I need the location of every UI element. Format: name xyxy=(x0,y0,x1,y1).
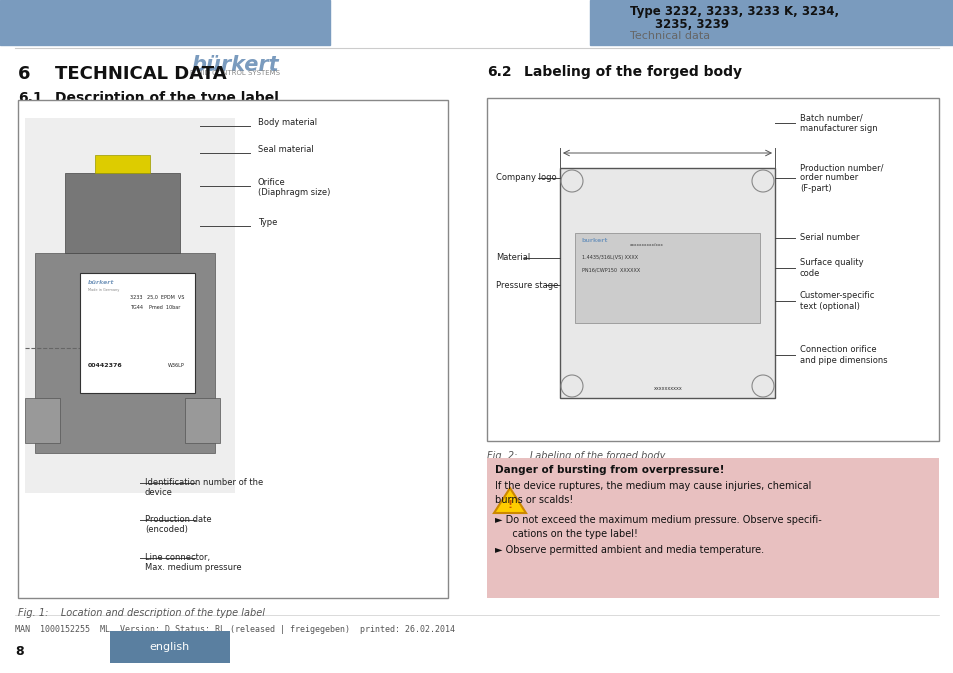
Bar xyxy=(95,155,150,173)
Polygon shape xyxy=(494,488,525,513)
Text: Technical data: Technical data xyxy=(629,31,709,41)
Text: Production number/
order number
(F-part): Production number/ order number (F-part) xyxy=(800,163,882,193)
Text: Type 3232, 3233, 3233 K, 3234,: Type 3232, 3233, 3233 K, 3234, xyxy=(629,5,839,18)
Bar xyxy=(110,631,230,663)
Bar xyxy=(25,398,60,443)
Text: Surface quality
code: Surface quality code xyxy=(800,258,862,278)
Text: Company logo: Company logo xyxy=(496,174,556,182)
Text: bürkert: bürkert xyxy=(88,280,114,285)
Bar xyxy=(18,100,448,598)
Bar xyxy=(589,0,953,45)
Bar xyxy=(575,233,760,323)
Text: 8: 8 xyxy=(15,645,24,658)
Text: 6.1: 6.1 xyxy=(18,91,43,105)
Text: xxxxxxxxxx/xxx: xxxxxxxxxx/xxx xyxy=(629,243,663,247)
Text: TG44    Pmed  10bar: TG44 Pmed 10bar xyxy=(130,305,180,310)
Text: burkert: burkert xyxy=(581,238,608,243)
Bar xyxy=(185,398,220,443)
Text: FLUID CONTROL SYSTEMS: FLUID CONTROL SYSTEMS xyxy=(190,70,280,76)
Text: 00442376: 00442376 xyxy=(88,363,123,368)
Text: Serial number: Serial number xyxy=(800,234,859,242)
Bar xyxy=(35,253,214,453)
Text: Line connector,
Max. medium pressure: Line connector, Max. medium pressure xyxy=(145,553,241,573)
Text: MAN  1000152255  ML  Version: D Status: RL (released | freigegeben)  printed: 26: MAN 1000152255 ML Version: D Status: RL … xyxy=(15,625,455,634)
Bar xyxy=(0,0,330,45)
Text: Material: Material xyxy=(496,254,530,262)
Text: XX F: XX F xyxy=(651,267,683,279)
Text: xxxxxxxxxx: xxxxxxxxxx xyxy=(653,386,681,391)
Text: 1.4435/316L(VS) XXXX: 1.4435/316L(VS) XXXX xyxy=(581,255,638,260)
Text: english: english xyxy=(150,642,190,652)
Text: cations on the type label!: cations on the type label! xyxy=(502,529,638,539)
Bar xyxy=(65,173,180,253)
Text: Fig. 1:    Location and description of the type label: Fig. 1: Location and description of the … xyxy=(18,608,265,618)
Text: 6.3: 6.3 xyxy=(486,473,511,487)
Text: Description of the type label: Description of the type label xyxy=(55,91,278,105)
Text: Seal material: Seal material xyxy=(257,145,314,154)
Text: Type: Type xyxy=(257,218,277,227)
Bar xyxy=(486,458,938,598)
Text: burns or scalds!: burns or scalds! xyxy=(495,495,573,505)
Text: Operating conditions: Operating conditions xyxy=(523,473,688,487)
Text: Connection orifice
and pipe dimensions: Connection orifice and pipe dimensions xyxy=(800,345,886,365)
Text: 3235, 3239: 3235, 3239 xyxy=(655,18,728,31)
Bar xyxy=(486,98,938,441)
Text: ► Observe permitted ambient and media temperature.: ► Observe permitted ambient and media te… xyxy=(495,545,763,555)
Text: W36LP: W36LP xyxy=(168,363,185,368)
Text: Body material: Body material xyxy=(257,118,316,127)
Text: Fig. 2:    Labeling of the forged body: Fig. 2: Labeling of the forged body xyxy=(486,451,664,461)
Bar xyxy=(25,118,234,493)
Text: !: ! xyxy=(507,500,512,510)
Text: Made in Germany: Made in Germany xyxy=(88,288,119,292)
Text: bürkert: bürkert xyxy=(191,55,278,75)
Text: Danger of bursting from overpressure!: Danger of bursting from overpressure! xyxy=(495,465,723,475)
Text: Labeling of the forged body: Labeling of the forged body xyxy=(523,65,741,79)
Text: If the device ruptures, the medium may cause injuries, chemical: If the device ruptures, the medium may c… xyxy=(495,481,810,491)
Text: ► Do not exceed the maximum medium pressure. Observe specifi-: ► Do not exceed the maximum medium press… xyxy=(495,515,821,525)
Text: 6: 6 xyxy=(18,65,30,83)
Text: Orifice
(Diaphragm size): Orifice (Diaphragm size) xyxy=(257,178,330,197)
Text: Production date
(encoded): Production date (encoded) xyxy=(145,515,212,534)
Text: WARNING!: WARNING! xyxy=(533,491,606,505)
Text: 6.2: 6.2 xyxy=(486,65,511,79)
Text: Customer-specific
text (optional): Customer-specific text (optional) xyxy=(800,291,875,311)
Text: PN16/CWP150  XXXXXX: PN16/CWP150 XXXXXX xyxy=(581,267,639,272)
Text: TECHNICAL DATA: TECHNICAL DATA xyxy=(55,65,227,83)
Text: Identification number of the
device: Identification number of the device xyxy=(145,478,263,497)
Text: Pressure stage: Pressure stage xyxy=(496,281,558,289)
Bar xyxy=(559,168,774,398)
Text: Batch number/
manufacturer sign: Batch number/ manufacturer sign xyxy=(800,113,877,133)
Bar xyxy=(80,273,194,393)
Text: 3233   25,0  EPDM  VS: 3233 25,0 EPDM VS xyxy=(130,295,184,300)
